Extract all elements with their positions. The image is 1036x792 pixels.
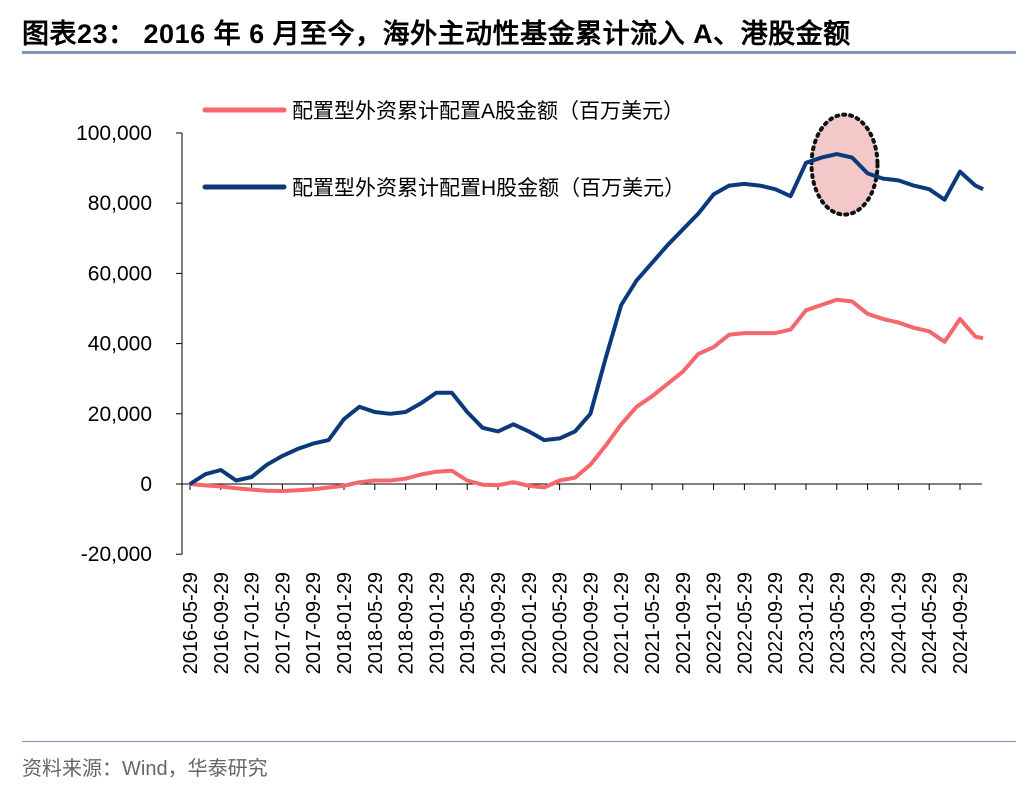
x-tick-label: 2024-05-29 [919,572,941,674]
y-tick-label: 80,000 [88,192,152,215]
x-tick-label: 2020-09-29 [580,572,602,674]
legend-label: 配置型外资累计配置H股金额（百万美元） [292,177,685,200]
highlight-ellipse [809,112,880,217]
x-tick-label: 2022-09-29 [765,572,787,674]
x-tick-label: 2018-01-29 [334,572,356,674]
x-tick-label: 2017-01-29 [242,572,264,674]
x-tick-label: 2019-05-29 [457,572,479,674]
x-tick-label: 2019-09-29 [488,572,510,674]
line-chart: -20,000 0 20,000 40,000 60,000 80,000 100,000 2… [76,100,984,674]
x-tick-label: 2024-01-29 [888,572,910,674]
y-tick-label: 0 [140,473,152,496]
x-tick-label: 2023-01-29 [796,572,818,674]
figure-title: 图表23： 2016 年 6 月至今，海外主动性基金累计流入 A、港股金额 [22,19,851,49]
y-tick-label: 100,000 [76,122,152,145]
series-line-a-share [189,297,984,493]
x-tick-label: 2017-05-29 [272,572,294,674]
x-tick-label: 2021-09-29 [673,572,695,674]
x-tick-label: 2020-05-29 [550,572,572,674]
y-tick-label: 40,000 [88,333,152,356]
y-tick-label: 20,000 [88,403,152,426]
x-tick-label: 2020-01-29 [519,572,541,674]
x-tick-label: 2021-01-29 [611,572,633,674]
x-tick-label: 2016-09-29 [211,572,233,674]
x-tick-label: 2018-09-29 [396,572,418,674]
x-tick-label: 2023-09-29 [858,572,880,674]
legend-label: 配置型外资累计配置A股金额（百万美元） [292,100,684,123]
source-divider [22,741,1016,742]
x-tick-label: 2016-05-29 [180,572,202,674]
x-tick-label: 2018-05-29 [365,572,387,674]
title-divider [22,51,1016,54]
y-tick-label: -20,000 [81,543,152,566]
series-line-h-share [188,152,984,486]
x-tick-label: 2022-01-29 [704,572,726,674]
x-tick-label: 2017-09-29 [303,572,325,674]
x-tick-label: 2019-01-29 [426,572,448,674]
x-tick-label: 2023-05-29 [827,572,849,674]
source-note: 资料来源：Wind，华泰研究 [22,758,268,780]
x-tick-label: 2021-05-29 [642,572,664,674]
x-tick-label: 2024-09-29 [950,572,972,674]
x-tick-label: 2022-05-29 [734,572,756,674]
y-tick-label: 60,000 [88,262,152,285]
